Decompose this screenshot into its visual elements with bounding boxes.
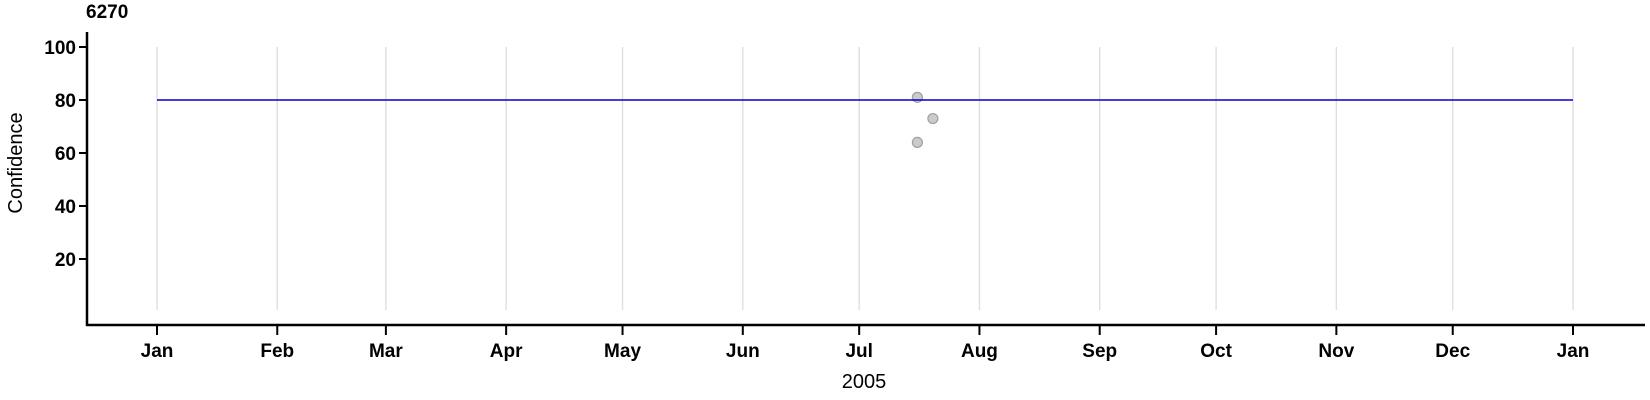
x-tick-label: Jun (726, 341, 760, 362)
x-tick-label: Jul (845, 341, 872, 362)
x-axis-title: 2005 (841, 371, 887, 393)
x-tick-label: Oct (1200, 341, 1232, 362)
x-tick-label: Mar (369, 341, 403, 362)
x-tick-label: Feb (260, 341, 294, 362)
x-tick-label: Dec (1435, 341, 1470, 362)
y-axis-title: Confidence (5, 112, 27, 214)
x-tick-label: Aug (961, 341, 998, 362)
x-tick-label: Jan (141, 341, 174, 362)
y-tick-label: 100 (44, 38, 76, 59)
y-tick-label: 80 (55, 91, 76, 112)
y-tick-label: 40 (55, 197, 76, 218)
x-tick-label: May (604, 341, 641, 362)
x-tick-label: Jan (1557, 341, 1590, 362)
y-tick-label: 20 (55, 250, 76, 271)
x-tick-label: Nov (1318, 341, 1354, 362)
data-point (927, 112, 939, 125)
x-tick-label: Apr (490, 341, 523, 362)
data-point (911, 91, 923, 103)
data-point (911, 136, 923, 148)
x-tick-label: Sep (1082, 341, 1117, 362)
chart-title: 6270 (86, 2, 129, 23)
y-tick-label: 60 (55, 144, 76, 165)
